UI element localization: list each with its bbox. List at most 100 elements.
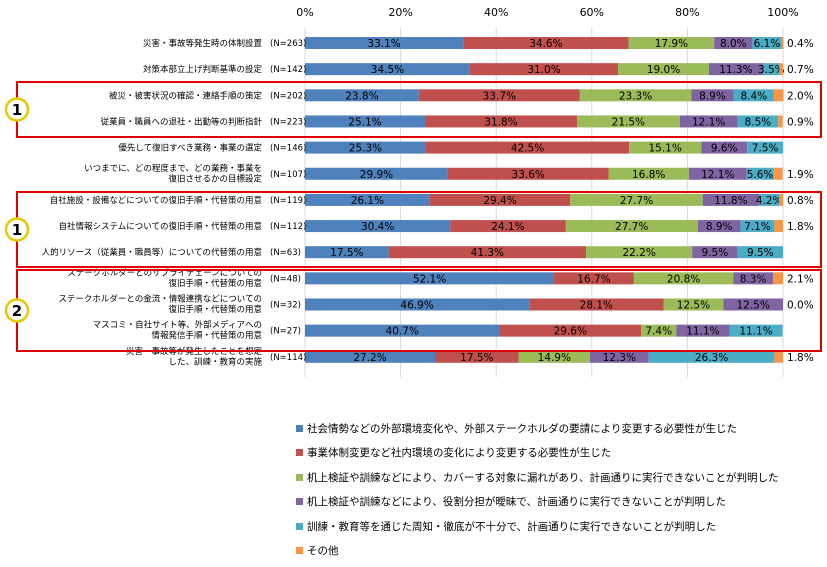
bar-segment bbox=[737, 246, 783, 259]
bar-segment bbox=[305, 63, 470, 76]
bar-segment bbox=[618, 63, 709, 76]
data-label: 8.0% bbox=[720, 38, 747, 50]
row-label: 被災・被害状況の確認・連絡手順の策定 bbox=[109, 90, 263, 101]
data-label: 8.9% bbox=[706, 221, 733, 233]
bar-segment bbox=[679, 115, 738, 128]
data-label: 31.8% bbox=[484, 116, 517, 128]
data-label: 3.5% bbox=[758, 64, 785, 76]
data-label: 7.5% bbox=[752, 143, 779, 155]
data-label: 17.9% bbox=[655, 38, 688, 50]
bar-segment bbox=[424, 115, 577, 128]
bar-segment bbox=[729, 324, 783, 337]
data-label: 33.1% bbox=[367, 38, 400, 50]
bar-segment bbox=[774, 350, 783, 363]
bar-segment bbox=[305, 324, 500, 337]
data-label: 16.7% bbox=[577, 273, 610, 285]
data-label-other: 0.7% bbox=[787, 64, 814, 76]
data-label-other: 2.0% bbox=[787, 90, 814, 102]
row-n-label: (N=32) bbox=[270, 301, 301, 311]
data-label-other: 0.4% bbox=[787, 38, 814, 50]
data-label: 20.8% bbox=[667, 273, 700, 285]
bar-segment bbox=[305, 246, 389, 259]
bar-segment bbox=[641, 324, 677, 337]
bar-segment bbox=[305, 298, 530, 311]
bar-segment bbox=[762, 63, 780, 76]
row-n-label: (N=63) bbox=[270, 248, 301, 258]
legend-swatch bbox=[296, 498, 303, 505]
data-label: 17.5% bbox=[460, 352, 493, 364]
data-label: 16.8% bbox=[632, 169, 665, 181]
data-label: 52.1% bbox=[413, 273, 446, 285]
bar-segment bbox=[759, 193, 780, 206]
bar-segment bbox=[418, 89, 580, 102]
data-label: 29.9% bbox=[360, 169, 393, 181]
row-n-label: (N=114) bbox=[270, 353, 306, 363]
data-label: 8.4% bbox=[740, 90, 767, 102]
data-label: 9.5% bbox=[702, 247, 729, 259]
bar-segment bbox=[633, 272, 734, 285]
data-label-other: 1.8% bbox=[787, 352, 814, 364]
row-label: 人的リソース（従業員・職員等）についての代替策の用意 bbox=[42, 247, 262, 258]
bar-segment bbox=[305, 272, 555, 285]
data-label: 27.7% bbox=[615, 221, 648, 233]
group-markers: 1 1 2 bbox=[4, 81, 822, 352]
row-n-label: (N=48) bbox=[270, 274, 301, 284]
bar-segment bbox=[305, 220, 451, 233]
row-n-label: (N=119) bbox=[270, 196, 306, 206]
x-tick-label: 100% bbox=[767, 6, 798, 19]
legend-label: 机上検証や訓練などにより、役割分担が曖昧で、計画通りに実行できないことが判明した bbox=[307, 496, 726, 508]
bar-segment bbox=[781, 37, 784, 49]
data-label: 11.1% bbox=[739, 326, 772, 338]
x-tick-label: 60% bbox=[580, 6, 604, 19]
data-label: 23.3% bbox=[619, 90, 652, 102]
bar-segment bbox=[772, 272, 783, 285]
row-label: 情報発信手順・代替策の用意 bbox=[151, 330, 262, 341]
legend-label: 社会情勢などの外部環境変化や、外部ステークホルダの要請により変更する必要性が生じ… bbox=[307, 422, 737, 435]
bar-segment bbox=[779, 193, 783, 206]
data-label: 9.5% bbox=[747, 247, 774, 259]
bar-segment bbox=[629, 141, 702, 154]
data-label: 27.2% bbox=[353, 352, 386, 364]
group-marker-circle bbox=[4, 97, 30, 122]
data-label: 6.1% bbox=[754, 38, 781, 50]
data-label: 12.1% bbox=[701, 169, 734, 181]
data-label: 30.4% bbox=[361, 221, 394, 233]
data-label: 21.5% bbox=[612, 116, 645, 128]
bar-segment bbox=[435, 350, 519, 363]
legend-label: 机上検証や訓練などにより、カバーする対象に漏れがあり、計画通りに実行できないこと… bbox=[307, 471, 779, 484]
legend-swatch bbox=[296, 424, 303, 432]
data-label-other: 1.9% bbox=[787, 169, 814, 181]
data-label: 12.5% bbox=[677, 300, 710, 312]
data-label: 29.6% bbox=[554, 326, 587, 338]
legend-item: 机上検証や訓練などにより、カバーする対象に漏れがあり、計画通りに実行できないこと… bbox=[296, 469, 816, 485]
bar-segment bbox=[733, 89, 774, 102]
data-label: 15.1% bbox=[648, 143, 681, 155]
legend-item: その他 bbox=[296, 543, 816, 559]
bar-segment bbox=[746, 167, 774, 180]
bar-segment bbox=[701, 141, 748, 154]
data-label-other: 0.8% bbox=[787, 195, 814, 207]
bar-segment bbox=[429, 193, 571, 206]
data-label: 7.4% bbox=[645, 326, 672, 338]
bar-segment bbox=[388, 246, 587, 259]
row-n-label: (N=223) bbox=[270, 117, 306, 127]
data-label: 4.2% bbox=[756, 195, 783, 207]
row-label: 復旧手順・代替策の用意 bbox=[168, 278, 262, 289]
row-label: マスコミ・自社サイト等、外部メディアへの bbox=[93, 320, 262, 331]
bar-segment bbox=[774, 220, 783, 233]
data-label: 26.3% bbox=[695, 352, 728, 364]
row-label: 復旧手順・代替策の用意 bbox=[168, 304, 262, 315]
x-axis-tick-labels: 0% 20% 40% 60% 80% 100% bbox=[296, 6, 798, 19]
data-label-other: 0.9% bbox=[787, 116, 814, 128]
data-label: 17.5% bbox=[330, 247, 363, 259]
data-label: 46.9% bbox=[400, 300, 433, 312]
legend-swatch bbox=[296, 522, 303, 530]
data-label: 8.9% bbox=[699, 90, 726, 102]
row-label: した、訓練・教育の実施 bbox=[168, 356, 262, 367]
bar-segment bbox=[691, 89, 734, 102]
data-label: 34.5% bbox=[371, 64, 404, 76]
bar-segment bbox=[737, 115, 779, 128]
legend-label: 事業体制変更など社内環境の変化により変更する必要性が生じた bbox=[307, 447, 612, 459]
bar-segment bbox=[740, 220, 775, 233]
bar-segment bbox=[697, 220, 741, 233]
